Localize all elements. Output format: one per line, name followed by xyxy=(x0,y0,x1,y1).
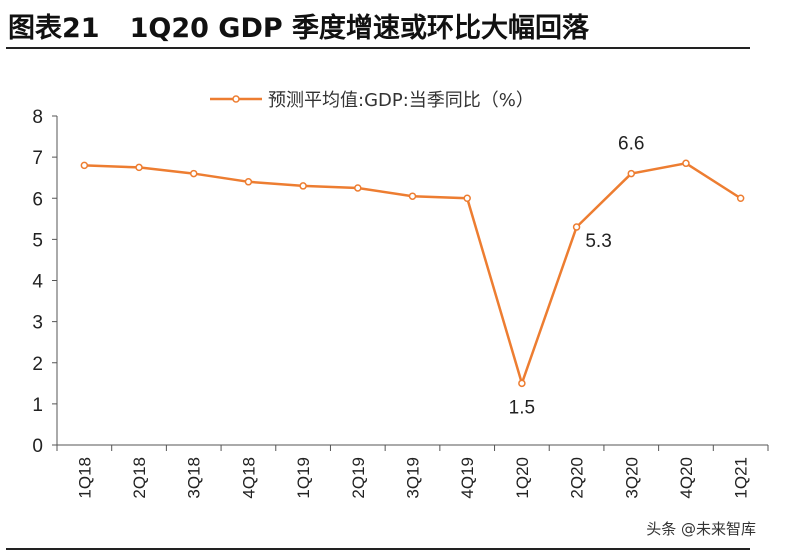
x-tick-label: 1Q19 xyxy=(294,457,313,499)
legend-marker xyxy=(232,95,240,103)
data-point xyxy=(80,161,89,170)
data-label: 1.5 xyxy=(509,397,535,418)
legend-label: 预测平均值:GDP:当季同比（%） xyxy=(268,90,534,111)
y-tick-label: 5 xyxy=(32,230,43,251)
x-tick-label: 3Q18 xyxy=(185,457,204,499)
data-point xyxy=(518,379,526,388)
bottom-divider xyxy=(6,548,750,550)
title-divider xyxy=(6,47,750,49)
figure-label: 图表21 xyxy=(8,13,100,44)
data-point xyxy=(463,194,471,202)
data-point xyxy=(189,169,198,178)
y-tick-label: 2 xyxy=(32,354,43,375)
y-tick-label: 1 xyxy=(32,395,43,416)
y-tick-label: 6 xyxy=(32,189,43,210)
data-point xyxy=(682,159,690,168)
figure-title-text: 1Q20 GDP 季度增速或环比大幅回落 xyxy=(129,13,590,44)
y-tick-label: 3 xyxy=(32,313,43,334)
y-tick-label: 7 xyxy=(32,148,43,169)
y-tick-label: 0 xyxy=(32,436,43,457)
data-label: 6.6 xyxy=(618,134,644,155)
data-point xyxy=(627,169,636,178)
x-tick-label: 1Q21 xyxy=(732,457,751,499)
data-point xyxy=(736,194,745,202)
y-tick-label: 4 xyxy=(32,272,43,293)
data-label: 5.3 xyxy=(585,231,611,252)
x-tick-label: 4Q19 xyxy=(458,457,477,499)
x-tick-label: 3Q20 xyxy=(622,457,641,499)
x-tick-label: 1Q20 xyxy=(513,457,532,499)
x-tick-label: 3Q19 xyxy=(404,457,423,499)
x-tick-label: 2Q18 xyxy=(130,457,149,499)
data-point xyxy=(299,182,307,190)
data-point xyxy=(572,223,581,231)
data-point xyxy=(244,178,253,186)
data-point xyxy=(408,192,417,200)
x-tick-label: 1Q18 xyxy=(75,457,94,499)
figure-title: 图表21 1Q20 GDP 季度增速或环比大幅回落 xyxy=(8,6,589,45)
y-tick-label: 8 xyxy=(32,107,43,128)
x-tick-label: 4Q20 xyxy=(677,457,696,499)
data-point xyxy=(354,184,362,192)
x-tick-label: 2Q19 xyxy=(349,457,368,499)
watermark: 头条 @未来智库 xyxy=(646,520,756,538)
x-tick-label: 2Q20 xyxy=(568,457,587,499)
data-point xyxy=(135,163,143,172)
x-tick-label: 4Q18 xyxy=(239,457,258,499)
